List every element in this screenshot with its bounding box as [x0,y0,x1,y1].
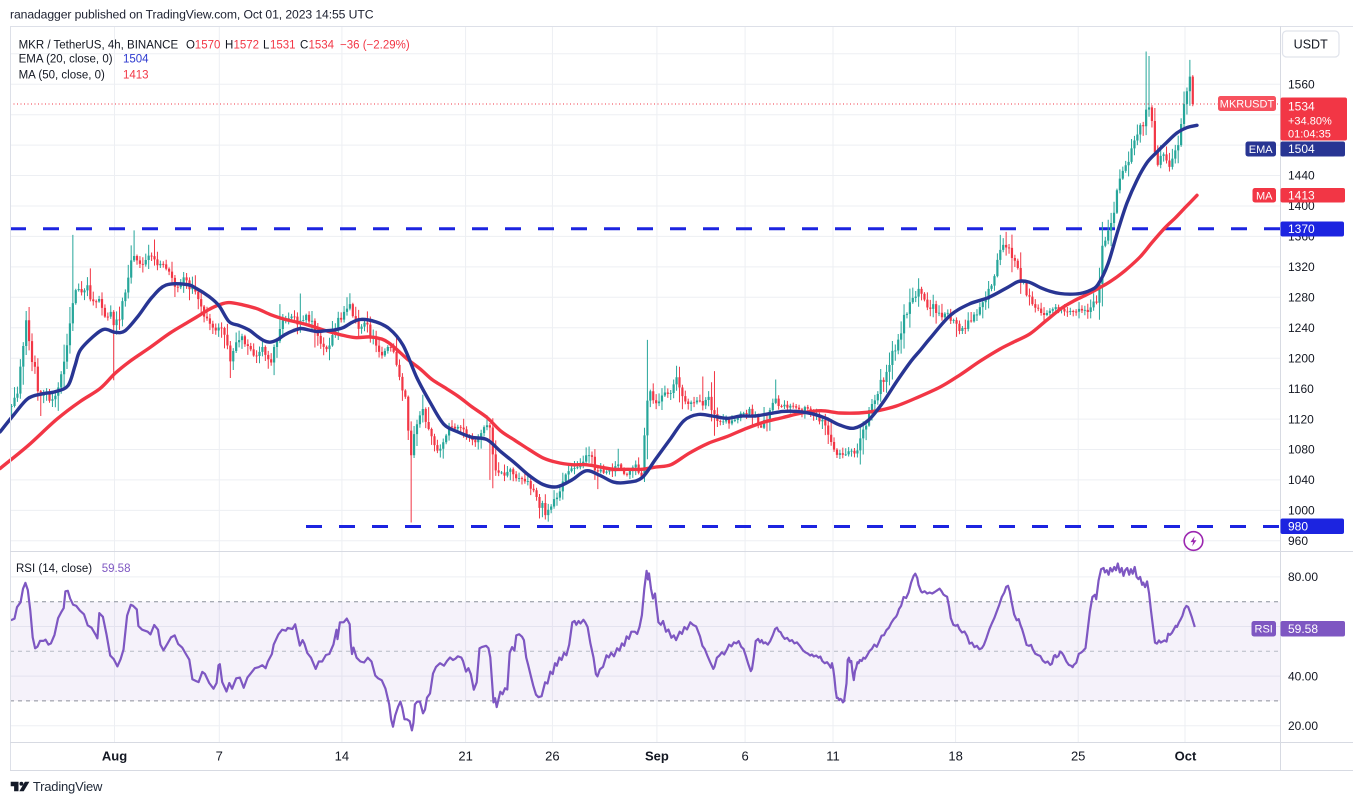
svg-text:1040: 1040 [1288,473,1315,487]
svg-text:1160: 1160 [1288,382,1314,396]
svg-text:80.00: 80.00 [1288,570,1318,584]
svg-text:1320: 1320 [1288,260,1315,274]
svg-text:−36 (−2.29%): −36 (−2.29%) [340,39,410,51]
svg-text:1534: 1534 [1288,99,1315,113]
svg-text:26: 26 [545,749,559,764]
svg-text:C: C [300,39,308,51]
svg-text:1370: 1370 [1288,222,1315,236]
svg-text:+34.80%: +34.80% [1288,115,1332,127]
svg-text:960: 960 [1288,534,1308,548]
svg-text:1504: 1504 [123,53,149,65]
svg-text:7: 7 [216,749,223,764]
svg-text:25: 25 [1071,749,1085,764]
svg-text:EMA: EMA [1249,144,1274,156]
svg-text:14: 14 [335,749,349,764]
svg-text:EMA (20, close, 0): EMA (20, close, 0) [19,53,113,65]
svg-text:59.58: 59.58 [102,563,131,575]
svg-text:1240: 1240 [1288,321,1315,335]
svg-text:RSI (14, close): RSI (14, close) [16,563,92,575]
svg-text:1570: 1570 [195,39,221,51]
svg-text:01:04:35: 01:04:35 [1288,129,1331,141]
svg-text:1534: 1534 [309,39,335,51]
svg-text:1280: 1280 [1288,290,1315,304]
svg-text:ranadagger published on Tradin: ranadagger published on TradingView.com,… [10,8,374,22]
svg-text:20.00: 20.00 [1288,719,1318,733]
svg-text:21: 21 [458,749,472,764]
svg-text:MA (50, close, 0): MA (50, close, 0) [19,69,105,81]
svg-text:1400: 1400 [1288,199,1315,213]
svg-text:59.58: 59.58 [1288,622,1318,636]
svg-text:1120: 1120 [1288,412,1314,426]
svg-text:Oct: Oct [1175,749,1197,764]
svg-text:18: 18 [948,749,962,764]
svg-text:11: 11 [826,749,840,764]
svg-text:1572: 1572 [234,39,260,51]
svg-text:MKR / TetherUS, 4h, BINANCE: MKR / TetherUS, 4h, BINANCE [19,39,179,51]
svg-text:H: H [225,39,233,51]
svg-text:O: O [186,39,195,51]
svg-text:MKRUSDT: MKRUSDT [1220,98,1275,110]
svg-text:1504: 1504 [1288,142,1315,156]
svg-text:6: 6 [741,749,748,764]
svg-text:1440: 1440 [1288,169,1315,183]
svg-text:1000: 1000 [1288,504,1315,518]
svg-text:1200: 1200 [1288,351,1315,365]
svg-text:RSI: RSI [1255,623,1273,635]
svg-text:1531: 1531 [270,39,296,51]
svg-text:USDT: USDT [1294,37,1328,51]
svg-text:TradingView: TradingView [33,779,103,794]
svg-text:1560: 1560 [1288,77,1315,91]
svg-text:MA: MA [1256,190,1273,202]
svg-text:980: 980 [1288,520,1308,534]
svg-text:Aug: Aug [102,749,127,764]
svg-text:Sep: Sep [645,749,669,764]
svg-text:1080: 1080 [1288,443,1315,457]
svg-text:40.00: 40.00 [1288,669,1318,683]
svg-text:1413: 1413 [1288,189,1315,203]
svg-text:1413: 1413 [123,69,149,81]
svg-text:L: L [263,39,270,51]
